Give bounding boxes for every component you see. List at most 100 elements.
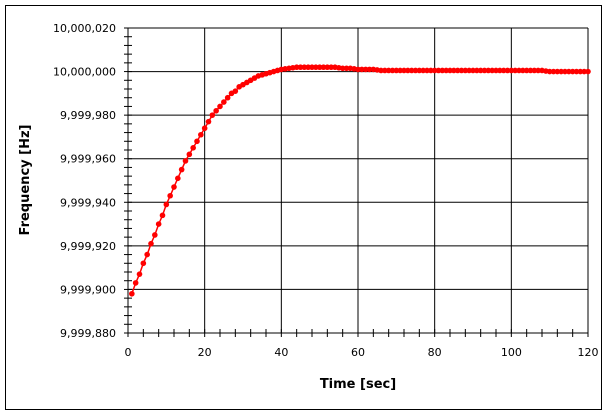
data-point-marker [378, 67, 384, 74]
data-point-marker [405, 67, 411, 74]
data-point-marker [324, 64, 331, 71]
data-point-marker [477, 67, 484, 74]
data-point-marker [217, 103, 223, 110]
data-point-marker [209, 112, 216, 118]
data-point-marker [382, 67, 388, 74]
data-point-marker [581, 68, 587, 75]
x-tick-label: 80 [428, 346, 442, 359]
data-point-marker [500, 67, 507, 74]
data-point-marker [366, 66, 373, 73]
y-axis-title: Frequency [Hz] [18, 125, 33, 236]
x-tick-label: 20 [198, 346, 212, 359]
data-point-marker [562, 68, 568, 75]
data-point-marker [447, 67, 453, 74]
data-point-marker [182, 158, 189, 164]
data-point-marker [316, 64, 323, 71]
data-point-marker [339, 65, 346, 72]
data-point-marker [416, 67, 423, 74]
y-tick-label: 10,000,000 [53, 66, 116, 79]
data-point-marker [320, 64, 327, 71]
y-tick-label: 9,999,980 [60, 109, 116, 122]
data-point-marker [309, 64, 315, 71]
data-point-marker [201, 125, 208, 132]
data-point-marker [520, 67, 526, 74]
data-point-marker [221, 99, 227, 105]
x-tick-label: 120 [578, 346, 599, 359]
x-tick-label: 100 [501, 346, 522, 359]
data-point-marker [328, 64, 334, 71]
data-point-marker [439, 67, 446, 74]
series-line [131, 66, 588, 295]
data-point-marker [420, 67, 426, 74]
data-point-marker [362, 66, 369, 73]
y-tick-label: 10,000,020 [53, 22, 116, 35]
data-point-marker [577, 68, 584, 75]
data-point-marker [393, 67, 400, 74]
x-tick-label: 40 [274, 346, 288, 359]
data-point-marker [359, 66, 365, 73]
data-point-marker [485, 67, 492, 74]
data-point-marker [458, 67, 465, 74]
data-point-marker [178, 166, 185, 173]
x-tick-label: 0 [125, 346, 132, 359]
data-point-marker [205, 118, 212, 125]
data-point-marker [313, 64, 319, 71]
x-tick-label: 60 [351, 346, 365, 359]
x-axis: 0 20 40 60 80 100 120 [125, 346, 599, 359]
data-point-marker [435, 67, 442, 74]
data-point-marker [523, 67, 530, 74]
data-point-marker [466, 67, 472, 74]
data-point-marker [462, 67, 469, 74]
data-point-marker [224, 94, 231, 101]
data-point-marker [566, 68, 572, 75]
data-point-marker [144, 251, 150, 258]
data-point-marker [301, 64, 308, 71]
data-point-marker [489, 67, 495, 74]
data-point-marker [585, 68, 591, 75]
data-point-marker [355, 66, 361, 73]
data-point-marker [190, 145, 196, 151]
data-point-marker [512, 67, 518, 74]
data-point-marker [454, 67, 461, 74]
data-point-marker [148, 240, 154, 247]
data-point-marker [508, 67, 515, 74]
data-point-marker [497, 67, 503, 74]
y-tick-label: 9,999,880 [60, 327, 116, 340]
data-point-marker [175, 175, 181, 182]
y-tick-label: 9,999,900 [60, 283, 116, 296]
data-point-marker [163, 201, 170, 208]
data-point-marker [159, 212, 166, 219]
data-point-marker [558, 68, 564, 75]
data-point-marker [385, 67, 392, 74]
data-point-marker [443, 67, 449, 74]
data-point-marker [535, 67, 541, 74]
x-axis-title: Time [sec] [320, 377, 396, 392]
data-point-marker [194, 138, 200, 145]
y-axis: 9,999,880 9,999,900 9,999,920 9,999,940 9,99… [53, 22, 116, 340]
data-point-marker [213, 107, 219, 114]
data-point-marker [504, 67, 511, 74]
y-tick-label: 9,999,940 [60, 196, 116, 209]
y-tick-label: 9,999,920 [60, 240, 116, 253]
data-point-marker [155, 221, 162, 227]
data-point-marker [232, 88, 239, 94]
data-point-marker [293, 64, 300, 71]
data-point-marker [132, 280, 139, 286]
data-point-marker [408, 67, 415, 74]
data-point-marker [171, 184, 177, 190]
data-point-marker [152, 232, 158, 238]
data-point-marker [198, 131, 204, 138]
data-point-marker [474, 67, 480, 74]
data-point-marker [305, 64, 311, 71]
data-point-marker [401, 67, 407, 74]
data-point-marker [424, 67, 430, 74]
data-point-marker [397, 67, 403, 74]
data-point-marker [389, 67, 396, 74]
data-point-marker [481, 67, 488, 74]
data-point-marker [167, 192, 173, 199]
data-point-marker [140, 260, 147, 267]
grid-lines [124, 27, 589, 337]
data-point-marker [186, 151, 193, 158]
data-point-marker [546, 68, 553, 75]
